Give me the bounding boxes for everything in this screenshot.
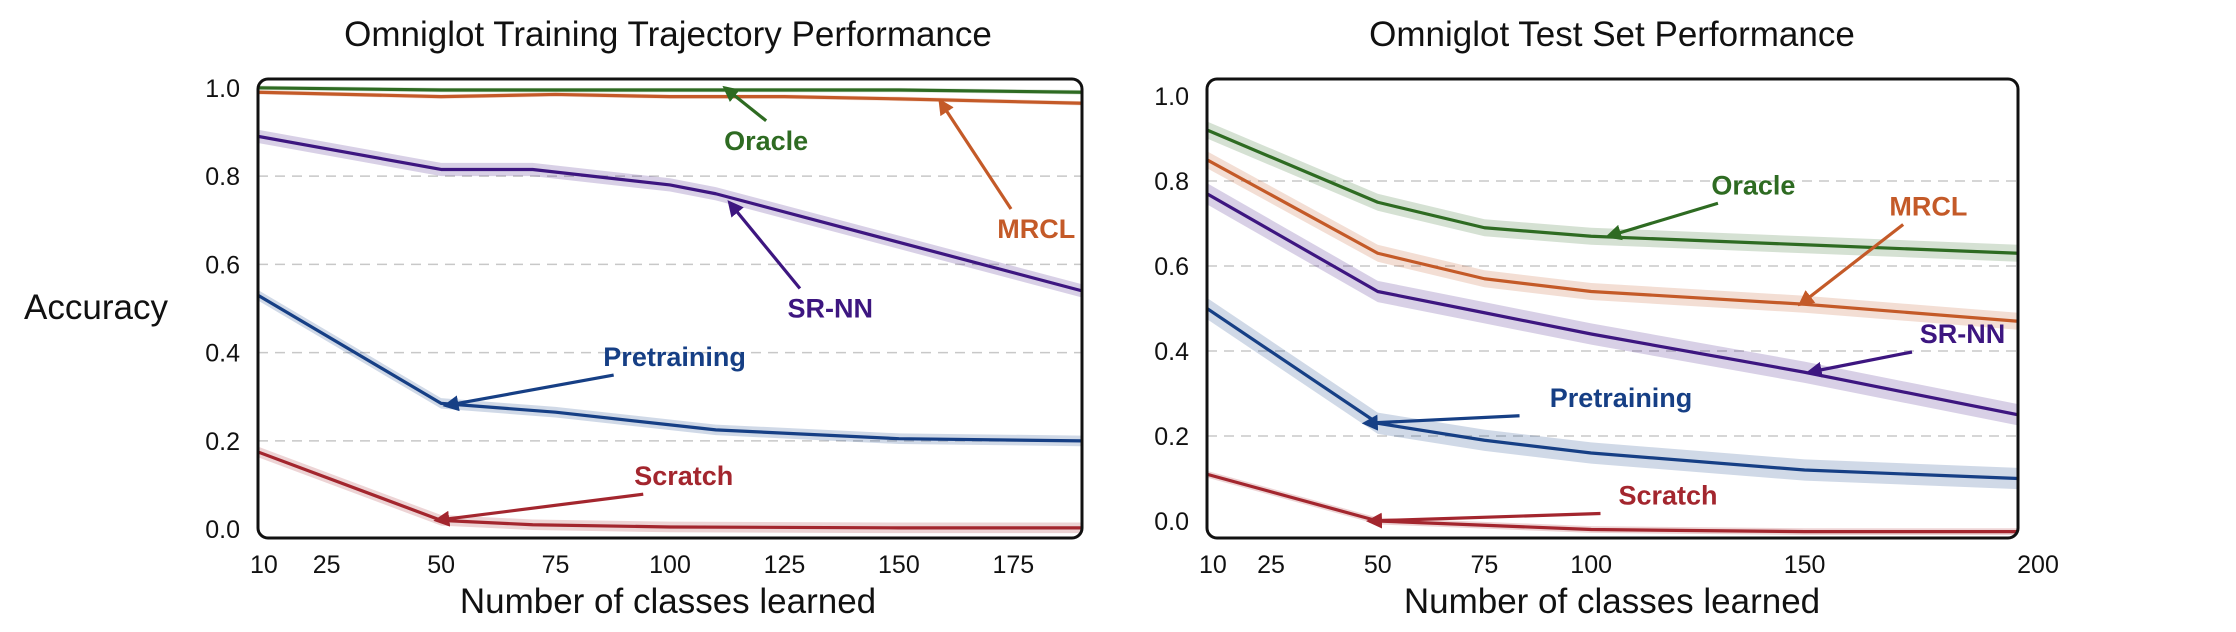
chart-title: Omniglot Training Trajectory Performance [344,15,992,54]
annotation-pretraining: Pretraining [603,342,746,372]
annotation-arrow-pretraining [1361,414,1520,431]
series-line-scratch [258,450,1082,530]
x-tick-label: 50 [427,551,455,579]
series-line-pretraining [1207,307,2018,481]
plot-frame [256,77,1084,540]
y-tick-label: 0.2 [1154,423,1189,451]
annotation-pretraining: Pretraining [1550,383,1693,413]
chart-panel-training-trajectory: Omniglot Training Trajectory Performance… [205,15,1084,621]
x-tick-label: 150 [1784,551,1826,579]
y-tick-label: 0.6 [205,251,240,279]
annotation-mrcl: MRCL [1889,192,1967,222]
annotation-scratch: Scratch [1618,481,1717,511]
series-line-mrcl [258,90,1082,105]
chart-title: Omniglot Test Set Performance [1369,15,1855,54]
x-tick-label: 100 [1570,551,1612,579]
x-tick-label: 10 [1199,551,1227,579]
annotation-arrow-sr-nn [1805,350,1913,378]
series-line-sr-nn [258,134,1082,293]
y-tick-label: 0.4 [1154,338,1189,366]
grid [258,175,1082,442]
annotation-arrow-mrcl [938,98,1013,210]
annotation-arrow-oracle [1605,201,1719,241]
y-tick-label: 1.0 [205,75,240,103]
y-tick-label: 0.6 [1154,253,1189,281]
plot-frame [1205,77,2020,540]
annotation-arrow-scratch [433,492,644,527]
y-tick-label: 1.0 [1154,83,1189,111]
annotation-oracle: Oracle [724,126,808,156]
annotation-mrcl: MRCL [997,214,1075,244]
annotation-arrow-scratch [1366,511,1601,529]
x-tick-label: 75 [1471,551,1499,579]
y-tick-label: 0.8 [1154,168,1189,196]
series-line-oracle [258,86,1082,94]
x-tick-label: 10 [250,551,278,579]
x-tick-label: 200 [2017,551,2059,579]
x-tick-label: 125 [764,551,806,579]
series-line-sr-nn [1207,192,2018,417]
x-tick-label: 25 [1257,551,1285,579]
x-axis-label: Number of classes learned [1404,582,1820,621]
annotation-arrow-oracle [722,85,768,123]
annotation-scratch: Scratch [634,461,733,491]
series-line-mrcl [1207,158,2018,323]
annotation-arrow-mrcl [1797,223,1905,307]
series-band-sr-nn [258,129,1082,298]
y-tick-label: 0.4 [205,340,240,368]
x-tick-label: 50 [1364,551,1392,579]
y-tick-label: 0.0 [1154,508,1189,536]
series-band-pretraining [1207,297,2018,490]
annotation-sr-nn: SR-NN [787,294,873,324]
y-tick-label: 0.8 [205,163,240,191]
plot-area [258,85,1082,534]
x-tick-label: 150 [878,551,920,579]
y-tick-label: 0.2 [205,428,240,456]
x-tick-label: 100 [649,551,691,579]
annotation-arrow-pretraining [442,373,614,412]
plot-area [1207,121,2018,536]
series-band-scratch [258,446,1082,534]
series-line-oracle [1207,128,2018,255]
x-tick-label: 75 [542,551,570,579]
annotation-oracle: Oracle [1711,170,1795,200]
annotation-arrow-sr-nn [727,200,802,290]
x-tick-label: 175 [992,551,1034,579]
annotation-sr-nn: SR-NN [1920,319,2006,349]
series-line-scratch [1207,472,2018,534]
x-axis-label: Number of classes learned [460,582,876,621]
series-line-pretraining [258,293,1082,443]
series-band-pretraining [258,289,1082,447]
y-axis-label: Accuracy [24,288,168,327]
chart-panel-test-set: Omniglot Test Set Performance Number of … [1154,15,2059,621]
x-tick-label: 25 [313,551,341,579]
y-tick-label: 0.0 [205,516,240,544]
